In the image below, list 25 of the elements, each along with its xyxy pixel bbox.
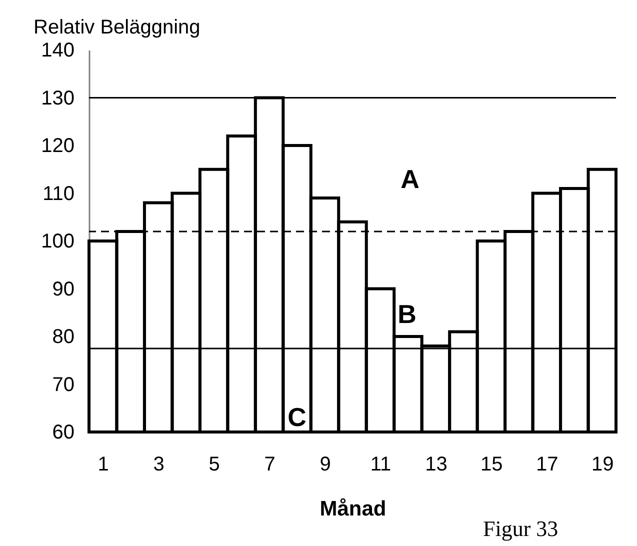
x-tick-label: 13: [425, 454, 448, 476]
x-tick-label: 19: [592, 454, 614, 476]
y-tick-label: 100: [41, 230, 74, 252]
x-tick-label: 9: [320, 454, 331, 476]
y-tick-label: 80: [52, 326, 74, 348]
annotation: A: [400, 164, 420, 194]
x-tick-label: 11: [370, 454, 392, 476]
y-tick-label: 130: [41, 87, 74, 110]
y-tick-label: 90: [52, 278, 74, 300]
y-tick-label: 140: [41, 40, 74, 62]
text: Figur 33: [483, 516, 558, 541]
y-axis-title: Relativ Beläggning: [34, 16, 200, 38]
y-tick-label: 70: [52, 374, 74, 396]
y-tick-label: 110: [42, 182, 74, 205]
x-tick-label: 3: [153, 454, 164, 476]
x-tick-label: 7: [264, 454, 276, 476]
x-tick-label: 1: [98, 454, 109, 476]
annotation: C: [288, 402, 307, 432]
annotation: B: [398, 299, 416, 329]
y-tick-label: 60: [52, 422, 74, 444]
x-tick-label: 5: [208, 454, 220, 476]
y-tick-label: 120: [41, 135, 74, 157]
x-axis-title: Månad: [320, 498, 386, 520]
x-tick-label: 17: [536, 454, 558, 476]
x-tick-label: 15: [480, 454, 503, 476]
